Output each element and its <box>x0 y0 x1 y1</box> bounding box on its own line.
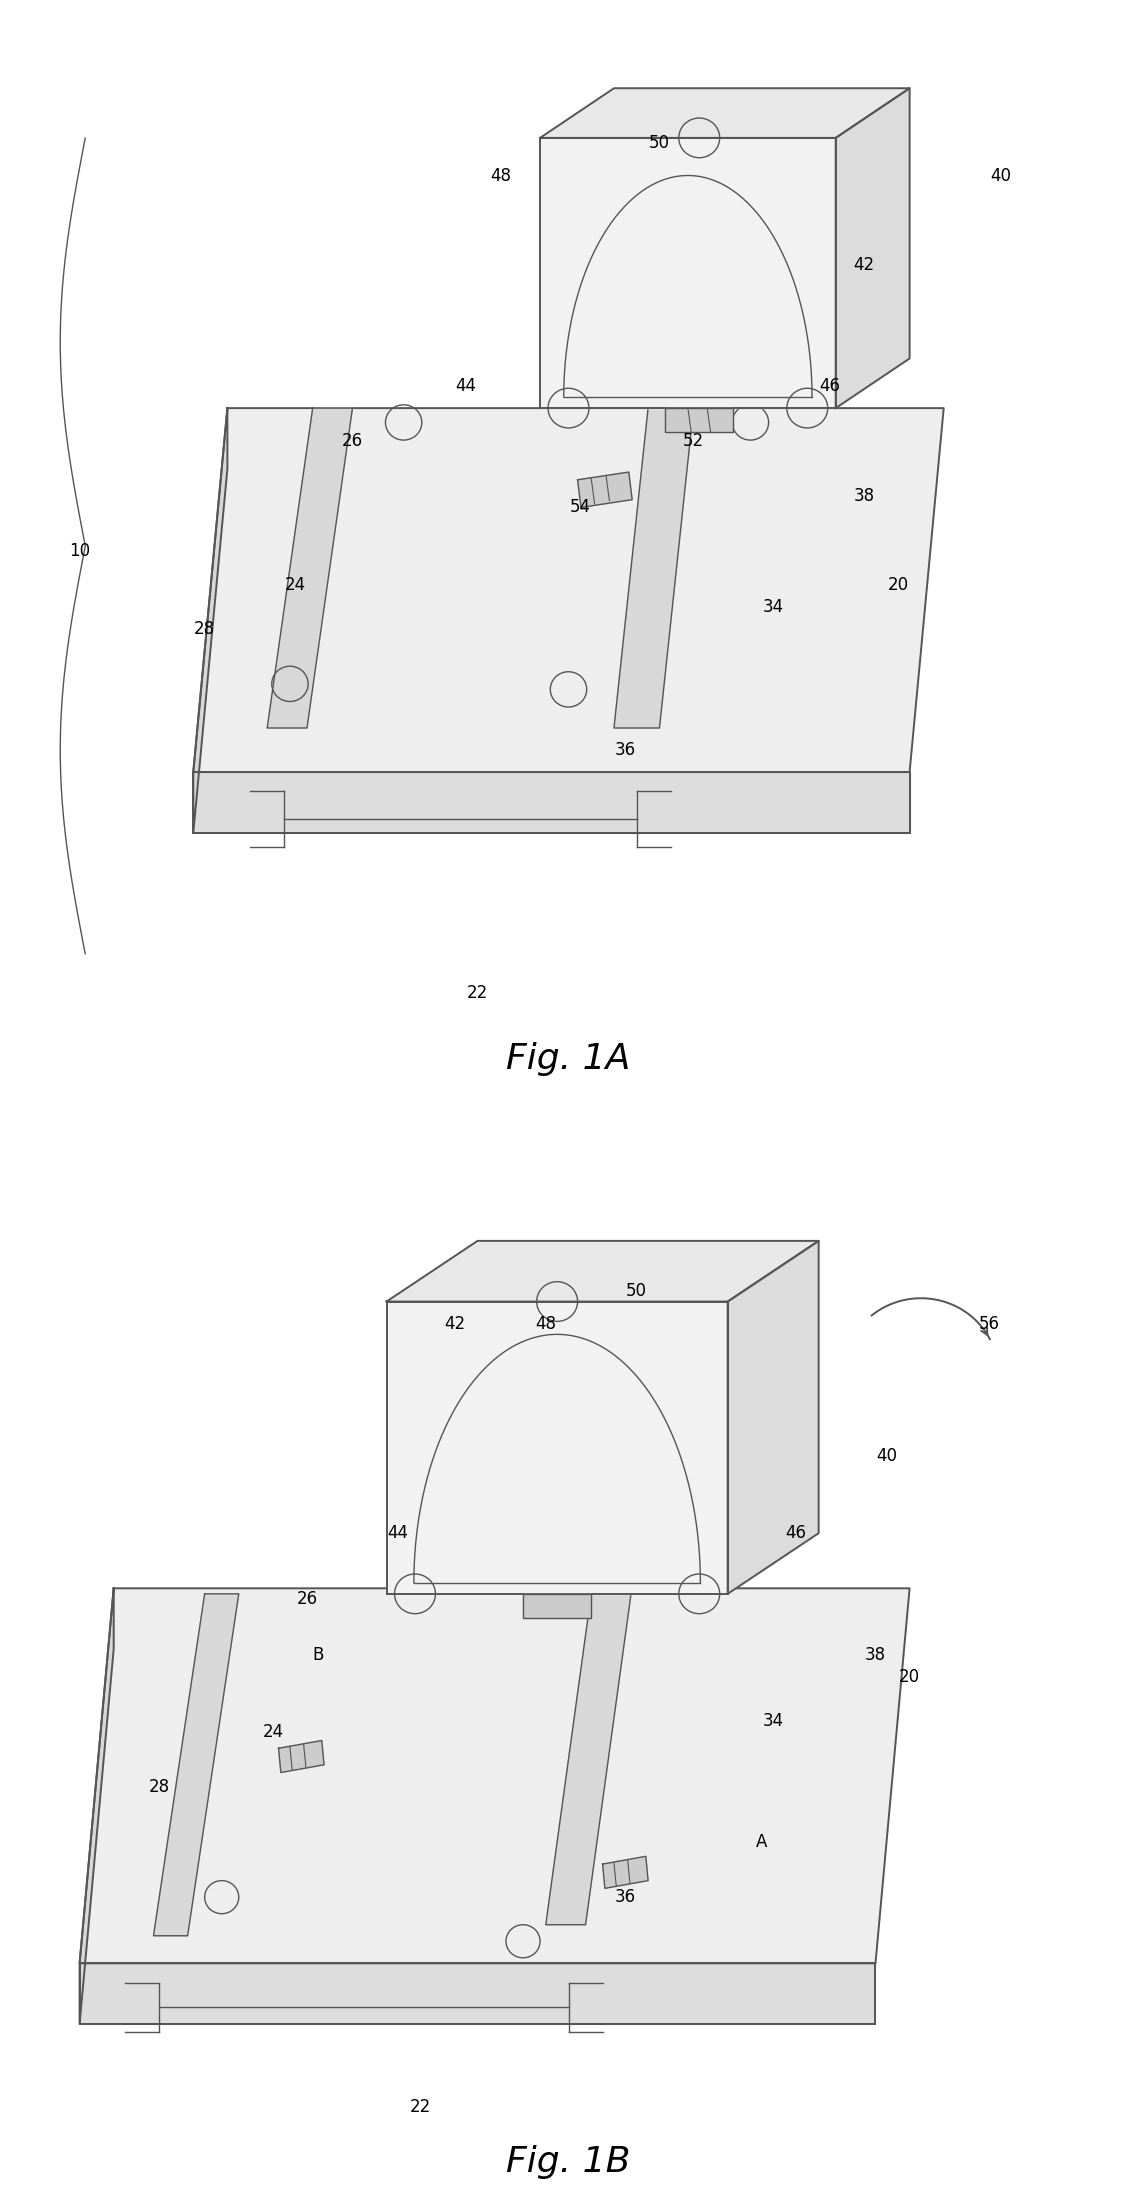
Text: 34: 34 <box>763 1712 783 1730</box>
Polygon shape <box>546 1593 631 1924</box>
Polygon shape <box>665 408 733 432</box>
Text: 20: 20 <box>899 1668 920 1685</box>
Text: 38: 38 <box>854 488 874 505</box>
Text: 38: 38 <box>865 1646 886 1663</box>
Text: 26: 26 <box>342 432 363 450</box>
Text: 52: 52 <box>683 432 704 450</box>
Text: 56: 56 <box>979 1315 999 1332</box>
Text: 28: 28 <box>194 620 215 638</box>
Polygon shape <box>836 88 910 408</box>
Text: 34: 34 <box>763 598 783 615</box>
Polygon shape <box>387 1240 819 1302</box>
Text: 40: 40 <box>877 1447 897 1465</box>
Polygon shape <box>728 1240 819 1593</box>
Polygon shape <box>523 1593 591 1619</box>
Text: 42: 42 <box>445 1315 465 1332</box>
Text: 48: 48 <box>536 1315 556 1332</box>
Text: 44: 44 <box>456 377 476 395</box>
Polygon shape <box>267 408 352 728</box>
Polygon shape <box>80 1588 910 1963</box>
Polygon shape <box>603 1857 648 1888</box>
Text: 20: 20 <box>888 576 908 593</box>
Polygon shape <box>540 137 836 408</box>
Text: 36: 36 <box>615 741 636 759</box>
Text: 36: 36 <box>615 1888 636 1906</box>
Polygon shape <box>193 772 910 832</box>
Polygon shape <box>578 472 632 507</box>
Text: Fig. 1B: Fig. 1B <box>506 2144 631 2180</box>
Polygon shape <box>387 1302 728 1593</box>
Text: 24: 24 <box>285 576 306 593</box>
Text: 42: 42 <box>854 256 874 274</box>
Text: 28: 28 <box>149 1778 169 1796</box>
Text: B: B <box>313 1646 324 1663</box>
Text: 46: 46 <box>820 377 840 395</box>
Text: 50: 50 <box>626 1282 647 1299</box>
Text: 26: 26 <box>297 1591 317 1608</box>
Polygon shape <box>80 1963 875 2025</box>
Polygon shape <box>279 1741 324 1774</box>
Text: 44: 44 <box>388 1524 408 1542</box>
Text: 22: 22 <box>410 2098 431 2116</box>
Text: 54: 54 <box>570 499 590 516</box>
Polygon shape <box>193 408 944 772</box>
Text: 50: 50 <box>649 135 670 152</box>
Text: 24: 24 <box>263 1723 283 1741</box>
Polygon shape <box>540 88 910 137</box>
Polygon shape <box>153 1593 239 1937</box>
Text: 46: 46 <box>786 1524 806 1542</box>
Text: A: A <box>756 1833 767 1851</box>
Text: 40: 40 <box>990 168 1011 185</box>
Polygon shape <box>614 408 694 728</box>
Text: Fig. 1A: Fig. 1A <box>506 1041 631 1077</box>
Text: 10: 10 <box>69 543 90 560</box>
Text: 48: 48 <box>490 168 511 185</box>
Polygon shape <box>193 408 227 832</box>
Text: 22: 22 <box>467 984 488 1002</box>
Polygon shape <box>80 1588 114 2025</box>
